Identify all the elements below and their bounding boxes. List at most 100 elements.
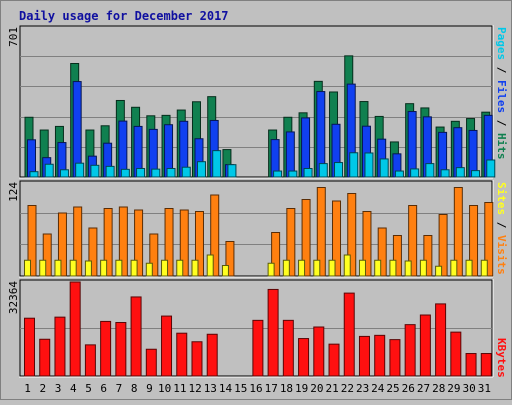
x-tick-day-16: 16	[249, 382, 262, 395]
bar-sites-day-30	[465, 259, 473, 277]
bar-sites-day-7	[115, 259, 123, 277]
bar-kbytes-day-23	[358, 335, 370, 377]
bar-visits-day-9	[149, 233, 159, 277]
bar-kbytes-day-18	[282, 319, 294, 377]
bar-pages-day-27	[425, 163, 435, 178]
x-tick-day-2: 2	[40, 382, 47, 395]
legend-visits: Visits	[495, 235, 508, 275]
bar-sites-day-6	[100, 259, 108, 277]
bar-kbytes-day-12	[191, 341, 203, 377]
bar-kbytes-day-9	[145, 348, 157, 377]
bar-kbytes-day-3	[54, 316, 66, 377]
bar-pages-day-4	[75, 162, 85, 178]
y-max-label-visits: 124	[7, 182, 20, 202]
legend-sites: Sites	[495, 182, 508, 215]
legend-kbytes: KBytes	[495, 338, 508, 378]
legend-separator: /	[495, 60, 508, 80]
bar-sites-day-28	[435, 265, 443, 277]
bar-sites-day-5	[84, 260, 92, 277]
bar-sites-day-17	[267, 262, 275, 277]
bar-kbytes-day-24	[374, 334, 386, 377]
bar-kbytes-day-17	[267, 288, 279, 377]
x-tick-day-19: 19	[295, 382, 308, 395]
x-tick-day-29: 29	[447, 382, 460, 395]
legend-files: Files	[495, 80, 508, 113]
bar-pages-day-24	[379, 158, 389, 178]
bar-kbytes-day-26	[404, 324, 416, 377]
bars	[24, 55, 496, 377]
bar-visits-day-22	[347, 193, 357, 277]
x-tick-day-23: 23	[356, 382, 369, 395]
bar-sites-day-4	[69, 259, 77, 277]
bar-sites-day-2	[39, 259, 47, 277]
bar-pages-day-1	[29, 171, 39, 178]
bar-visits-day-14	[225, 241, 235, 277]
bar-pages-day-14	[227, 164, 237, 178]
x-tick-day-12: 12	[188, 382, 201, 395]
bar-sites-day-18	[282, 259, 290, 277]
x-tick-day-1: 1	[24, 382, 31, 395]
x-tick-labels: 1 2 3 4 5 6 7 8 9 10 11 12 13 14 15 16 17 18 19 20 21 22 23 24 2…	[24, 382, 491, 395]
bar-sites-day-26	[404, 260, 412, 277]
bar-pages-day-28	[440, 169, 450, 178]
bar-sites-day-19	[298, 259, 306, 277]
bar-kbytes-day-5	[84, 344, 96, 377]
legend-pages: Pages	[495, 27, 508, 60]
bar-pages-day-8	[136, 167, 146, 178]
bar-sites-day-9	[145, 262, 153, 277]
bar-sites-day-27	[419, 259, 427, 277]
x-tick-day-3: 3	[55, 382, 62, 395]
bar-visits-day-3	[57, 212, 67, 277]
bar-sites-day-25	[389, 259, 397, 277]
bar-kbytes-day-10	[161, 315, 173, 377]
bar-pages-day-9	[151, 168, 161, 178]
bar-sites-day-12	[191, 259, 199, 277]
x-tick-day-15: 15	[234, 382, 247, 395]
bar-kbytes-day-20	[313, 326, 325, 377]
bar-pages-day-11	[181, 166, 191, 178]
y-max-label-kbytes: 32364	[7, 281, 20, 314]
x-tick-day-10: 10	[158, 382, 171, 395]
bar-visits-day-19	[301, 199, 311, 277]
bar-kbytes-day-13	[206, 333, 218, 377]
bar-sites-day-22	[343, 254, 351, 277]
x-tick-day-9: 9	[146, 382, 153, 395]
x-tick-day-18: 18	[280, 382, 293, 395]
x-tick-day-14: 14	[219, 382, 233, 395]
bar-pages-day-12	[196, 161, 206, 178]
bar-pages-day-7	[120, 168, 130, 178]
bar-pages-day-26	[410, 168, 420, 178]
bar-visits-day-21	[332, 200, 342, 277]
bar-kbytes-day-31	[480, 353, 492, 377]
bar-visits-day-7	[118, 206, 128, 277]
legend-separator: /	[495, 215, 508, 235]
bar-sites-day-8	[130, 259, 138, 277]
bar-kbytes-day-29	[450, 331, 462, 377]
x-tick-day-6: 6	[100, 382, 107, 395]
bar-files-day-26	[407, 111, 417, 178]
bar-visits-day-2	[42, 233, 52, 277]
bar-sites-day-11	[176, 259, 184, 277]
bar-pages-day-17	[273, 170, 283, 178]
x-tick-day-28: 28	[432, 382, 445, 395]
x-tick-day-22: 22	[341, 382, 354, 395]
bar-kbytes-day-22	[343, 292, 355, 377]
bar-kbytes-day-4	[69, 281, 81, 377]
bar-kbytes-day-16	[252, 319, 264, 377]
bar-pages-day-23	[364, 152, 374, 178]
bar-kbytes-day-25	[389, 339, 401, 377]
bar-sites-day-10	[161, 259, 169, 277]
bar-pages-day-21	[334, 162, 344, 178]
x-tick-day-31: 31	[478, 382, 491, 395]
bar-kbytes-day-6	[100, 320, 112, 377]
bar-pages-day-31	[486, 159, 496, 178]
bar-kbytes-day-1	[24, 317, 35, 377]
bar-pages-day-2	[44, 163, 54, 178]
legend-pages-files-hits: Pages / Files / Hits	[495, 27, 508, 160]
x-tick-day-30: 30	[463, 382, 476, 395]
bar-visits-day-26	[408, 205, 418, 277]
bar-kbytes-day-28	[435, 303, 447, 377]
bar-kbytes-day-21	[328, 343, 340, 377]
